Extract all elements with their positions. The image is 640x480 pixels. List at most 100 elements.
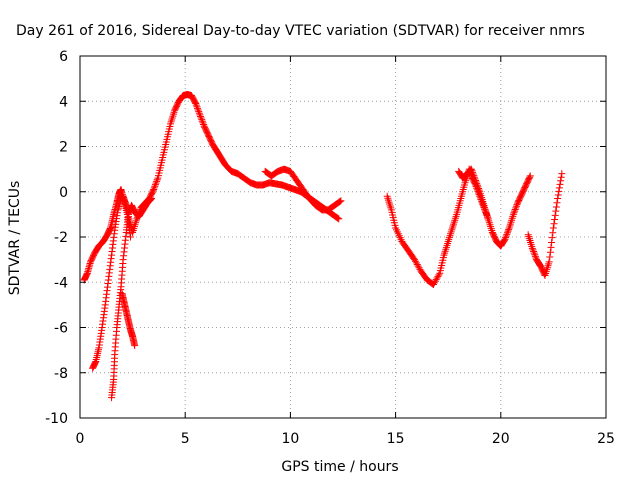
data-point [152, 179, 160, 187]
data-point [528, 244, 536, 252]
series-arc-6 [383, 165, 473, 289]
data-point [153, 176, 161, 184]
axis-ticks [79, 55, 607, 419]
y-tick-label: -2 [54, 230, 68, 246]
data-point [153, 177, 161, 185]
data-point [478, 199, 486, 207]
data-point [198, 116, 206, 124]
data-point [411, 257, 419, 265]
data-point [545, 258, 553, 266]
data-point [468, 167, 476, 175]
x-tick-labels: 0 5 10 15 20 25 [76, 431, 615, 447]
x-tick-label: 0 [76, 431, 85, 447]
data-point [481, 205, 489, 213]
series-arc-4 [118, 290, 139, 350]
data-point [511, 206, 519, 214]
data-point [469, 168, 477, 176]
data-point [526, 172, 534, 180]
y-tick-label: 0 [59, 185, 68, 201]
data-point [151, 182, 159, 190]
data-point [410, 254, 418, 262]
x-tick-label: 20 [492, 431, 510, 447]
data-point [200, 121, 208, 129]
data-point [192, 100, 200, 108]
data-point [548, 238, 556, 246]
data-point [471, 180, 479, 188]
data-point [549, 224, 557, 232]
data-point [550, 220, 558, 228]
data-point [555, 184, 563, 192]
data-point [192, 101, 200, 109]
data-point [126, 233, 134, 241]
data-point [478, 197, 486, 205]
data-point [531, 252, 539, 260]
data-point [197, 112, 205, 120]
x-tick-label: 15 [387, 431, 405, 447]
data-point [509, 210, 517, 218]
data-point [149, 187, 157, 195]
data-point [414, 262, 422, 270]
data-point [479, 202, 487, 210]
data-point [551, 211, 559, 219]
data-point [434, 272, 442, 280]
data-point [556, 180, 564, 188]
data-point [503, 229, 511, 237]
x-tick-label: 10 [281, 431, 299, 447]
data-point [335, 215, 343, 223]
data-point [334, 214, 342, 222]
series-arc-5 [261, 165, 345, 214]
data-point [473, 186, 481, 194]
data-point [476, 192, 484, 200]
data-point [502, 234, 510, 242]
series-arc-9 [524, 170, 566, 279]
grid-lines [80, 56, 606, 418]
data-point [512, 202, 520, 210]
data-point [553, 199, 561, 207]
data-points [80, 90, 566, 402]
data-point [504, 227, 512, 235]
data-point [432, 276, 440, 284]
data-point [431, 277, 439, 285]
data-point [146, 196, 154, 204]
data-point [413, 260, 421, 268]
data-point [526, 173, 534, 181]
series-arc-7 [455, 165, 534, 250]
y-tick-label: -8 [54, 366, 68, 382]
data-point [474, 187, 482, 195]
data-point [411, 256, 419, 264]
data-point [150, 185, 158, 193]
data-point [510, 209, 518, 217]
data-point [557, 177, 565, 185]
y-tick-label: 6 [59, 49, 68, 65]
data-point [552, 207, 560, 215]
data-point [555, 187, 563, 195]
data-point [195, 108, 203, 116]
data-point [131, 342, 139, 350]
data-point [194, 104, 202, 112]
data-point [148, 195, 156, 203]
data-point [513, 201, 521, 209]
data-point [482, 210, 490, 218]
data-point [193, 103, 201, 111]
data-point [481, 207, 489, 215]
data-point [435, 271, 443, 279]
data-point [558, 170, 566, 178]
data-point [482, 208, 490, 216]
x-axis-label: GPS time / hours [281, 459, 398, 475]
data-point [557, 173, 565, 181]
data-point [197, 114, 205, 122]
data-point [501, 235, 509, 243]
data-point [552, 203, 560, 211]
data-point [476, 194, 484, 202]
data-point [337, 197, 345, 205]
y-tick-labels: -10 -8 -6 -4 -2 0 2 4 6 [45, 49, 68, 427]
data-point [554, 195, 562, 203]
data-point [512, 204, 520, 212]
data-point [472, 183, 480, 191]
data-point [199, 119, 207, 127]
data-point [529, 246, 537, 254]
x-tick-label: 5 [181, 431, 190, 447]
data-point [484, 215, 492, 223]
data-point [530, 249, 538, 257]
